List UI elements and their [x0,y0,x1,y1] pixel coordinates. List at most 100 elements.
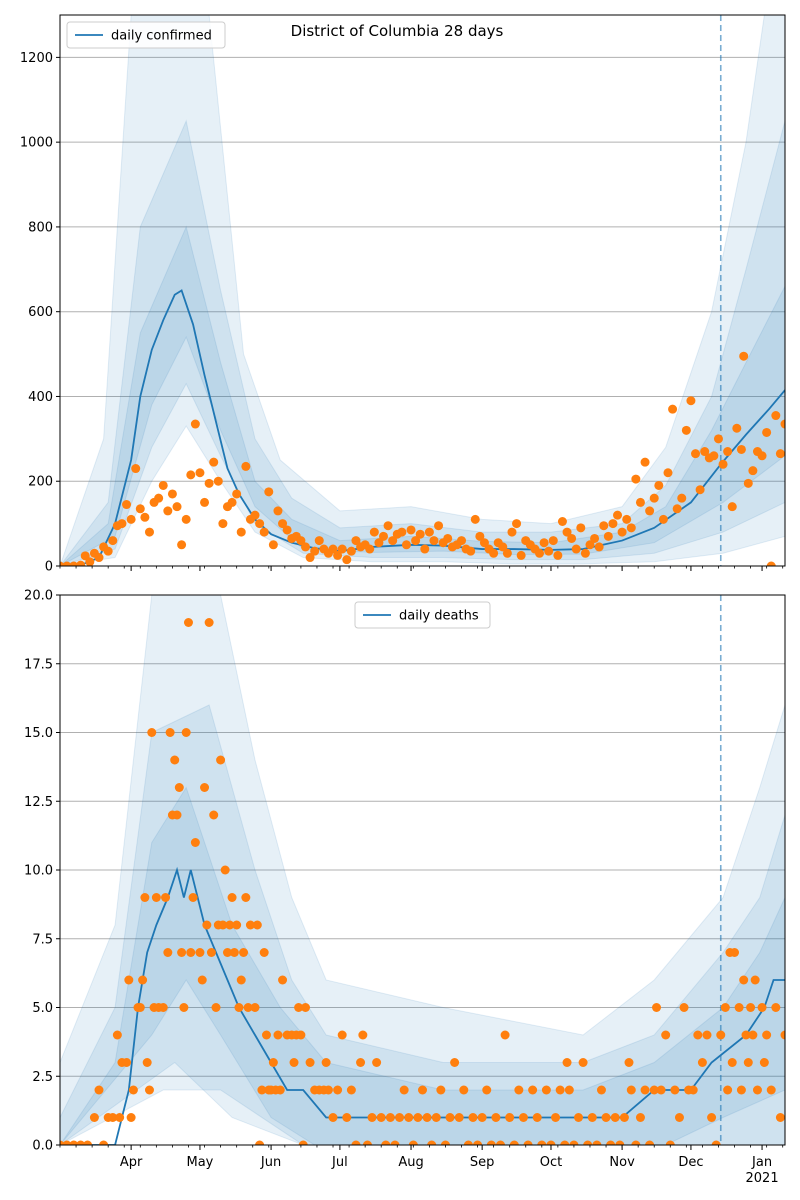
y-tick-label: 7.5 [32,932,53,947]
data-point [122,500,132,510]
data-point [713,434,723,444]
data-point [255,519,265,529]
data-point [665,1140,675,1145]
data-point [85,557,95,566]
data-point [268,1058,278,1067]
data-point [179,1003,189,1012]
data-point [613,510,623,520]
data-point [112,1030,122,1040]
y-tick-label: 20.0 [24,589,53,604]
data-point [376,1113,386,1122]
data-point [158,480,168,490]
data-point [397,527,407,537]
data-point [736,1085,746,1095]
data-point [372,1058,382,1067]
data-point [415,529,425,539]
data-point [771,1003,781,1012]
data-point [241,893,251,902]
data-point [578,1058,588,1067]
data-point [124,975,134,985]
y-tick-label: 800 [28,220,53,235]
x-tick-label: Sep [470,1155,495,1170]
x-tick-label: Nov [609,1155,635,1170]
x-year-label: 2021 [746,1171,779,1186]
data-point [663,468,673,478]
data-point [300,1003,310,1012]
data-point [294,1003,304,1012]
data-point [539,538,549,548]
data-point [278,975,288,985]
data-point [560,1140,570,1145]
data-point [172,502,182,512]
y-tick-label: 1000 [20,136,53,151]
data-point [209,457,219,467]
data-point [225,920,235,930]
data-point [727,502,737,512]
data-point [151,893,161,902]
data-point [658,514,668,524]
data-point [668,404,678,414]
y-tick-label: 400 [28,390,53,405]
data-point [635,497,645,507]
data-point [337,544,347,554]
data-point [557,516,567,526]
data-point [122,1058,132,1067]
data-point [190,838,200,847]
data-point [206,948,216,957]
data-point [599,521,609,531]
data-point [594,542,604,552]
legend-box [354,601,491,629]
data-point [640,457,650,467]
data-point [172,810,182,820]
data-point [723,447,733,457]
data-point [275,1085,285,1095]
data-point [161,893,171,902]
data-point [257,1085,267,1095]
data-point [99,1140,109,1145]
data-point [243,1003,253,1012]
data-point [314,536,324,546]
data-point [165,728,175,737]
data-point [138,975,148,985]
data-point [746,1003,756,1012]
x-tick-label: Dec [678,1155,703,1170]
data-point [505,1113,515,1122]
data-point [631,474,641,484]
data-point [126,514,136,524]
axes-frame [59,14,786,567]
data-point [601,1113,611,1122]
y-tick-label: 5.0 [32,1001,53,1016]
data-point [603,531,613,541]
data-point [427,1140,437,1145]
data-point [222,948,232,957]
data-point [264,487,274,497]
data-point [342,1113,352,1122]
data-point [436,1085,446,1095]
data-point [736,444,746,454]
data-point [580,548,590,558]
data-point [739,351,749,361]
data-point [103,546,113,556]
data-point [548,536,558,546]
data-point [541,1085,551,1095]
data-point [300,542,310,552]
data-point [596,1085,606,1095]
data-point [131,464,141,474]
deaths-panel: 0.0 2.5 5.0 7.5 10.0 12.5 15.0 17.5 20.0 daily de… [24,589,786,1154]
data-point [686,396,696,406]
data-point [147,728,157,737]
data-point [670,1085,680,1095]
data-point [590,533,600,543]
data-point [571,544,581,554]
data-point [695,485,705,495]
data-point [502,548,512,558]
data-point [236,975,246,985]
band-middle [60,704,785,1145]
data-point [310,546,320,556]
data-point [759,1058,769,1067]
data-point [555,1085,565,1095]
data-point [273,1030,283,1040]
x-tick-label: Oct [540,1155,562,1170]
data-point [688,1085,698,1095]
data-point [498,542,508,552]
